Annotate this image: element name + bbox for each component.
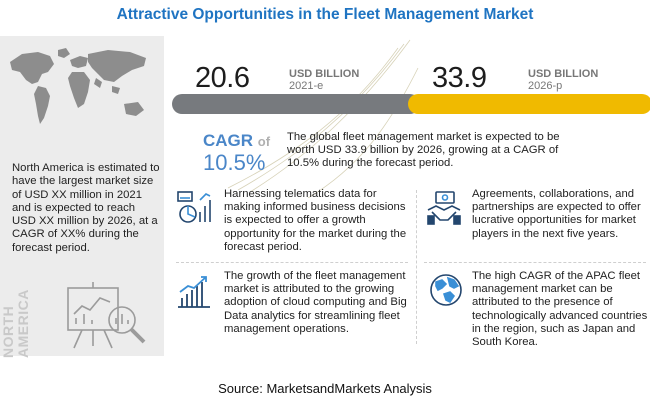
source-caption: Source: MarketsandMarkets Analysis <box>218 381 432 396</box>
horizontal-divider <box>424 262 646 263</box>
bullet-text: The high CAGR of the APAC fleet manageme… <box>472 270 648 349</box>
vertical-divider <box>416 190 417 344</box>
cagr-description: The global fleet management market is ex… <box>287 131 560 169</box>
presentation-board-icon <box>67 282 146 349</box>
growth-bar-chart-icon <box>178 276 210 308</box>
bullet-text: Agreements, collaborations, and partners… <box>472 188 641 240</box>
stat-unit-2021: USD BILLION 2021-e <box>289 68 359 92</box>
cagr-text: CAGR <box>203 131 254 150</box>
stat-year-label: 2021-e <box>289 80 324 92</box>
stat-bar-2026 <box>408 94 650 114</box>
world-map-icon <box>10 48 146 124</box>
stat-unit-label: USD BILLION <box>289 68 360 80</box>
north-america-description: North America is estimated to have the l… <box>12 162 160 254</box>
stat-value-2021: 20.6 <box>195 62 250 94</box>
stat-unit-label: USD BILLION <box>528 68 599 80</box>
north-america-panel: North America is estimated to have the l… <box>0 36 164 358</box>
cagr-value: 10.5% <box>203 150 266 175</box>
telematics-chart-icon <box>177 191 211 223</box>
stat-unit-2026: USD BILLION 2026-p <box>528 68 598 92</box>
north-america-vertical-label: NORTH AMERICA <box>0 289 31 358</box>
cagr-of-text: of <box>257 134 271 149</box>
stat-year-label: 2026-p <box>528 80 563 92</box>
horizontal-divider <box>176 262 408 263</box>
globe-icon <box>430 274 462 306</box>
stat-value-2026: 33.9 <box>432 62 487 94</box>
decorative-swoosh <box>227 39 419 198</box>
page-title: Attractive Opportunities in the Fleet Ma… <box>116 6 534 23</box>
bullet-text: The growth of the fleet management marke… <box>224 270 407 335</box>
stat-bar-2021 <box>172 94 420 114</box>
cagr-label: CAGR of <box>203 131 270 151</box>
handshake-money-icon <box>427 191 461 225</box>
bullet-text: Harnessing telematics data for making in… <box>224 188 407 253</box>
